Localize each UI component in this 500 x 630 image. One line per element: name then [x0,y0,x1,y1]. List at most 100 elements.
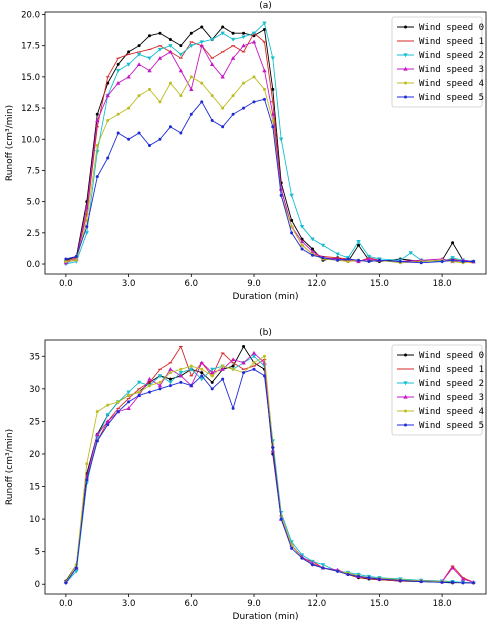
data-point [346,257,350,261]
data-point [200,81,204,85]
data-point [116,62,120,66]
y-tick-label: 5.0 [26,198,40,208]
data-point [231,94,235,98]
data-point [106,423,110,427]
y-axis-label: Runoff (cm³/min) [5,429,15,505]
data-point [189,44,194,48]
data-point [168,377,172,381]
y-tick-label: 0.0 [26,260,40,270]
y-tick-label: 35 [29,352,40,362]
series-line [65,22,474,265]
x-tick-label: 12.0 [307,279,326,289]
y-tick-label: 25 [29,417,40,427]
y-tick-label: 15.0 [21,73,40,83]
legend-label: Wind speed 5 [419,421,484,431]
data-point [137,393,141,397]
data-point [367,260,371,264]
data-point [189,87,194,91]
legend: Wind speed 0 Wind speed 1 Wind speed 2 Wind… [391,344,484,436]
data-point [290,231,294,235]
data-point [189,112,193,116]
data-point [105,93,110,98]
data-point [320,563,326,567]
data-point [310,249,315,254]
data-point [148,87,152,91]
data-point [116,400,120,404]
legend-label: Wind speed 2 [419,379,484,389]
data-point [262,374,266,378]
series-line [65,98,474,264]
data-point [199,40,204,45]
y-tick-label: 10 [29,515,40,525]
y-tick-label: 0 [35,580,40,590]
data-point [262,87,266,91]
data-point [220,31,225,36]
x-tick-label: 15.0 [370,279,389,289]
data-point [147,68,152,73]
data-point [137,94,141,98]
data-point [262,27,266,31]
data-point [199,377,204,382]
data-point [357,574,361,578]
legend-marker [404,95,407,99]
y-tick-label: 30 [29,385,40,395]
data-point [357,243,361,247]
data-point [199,43,204,48]
y-tick-label: 2.5 [26,229,40,239]
data-point [299,239,305,244]
data-point [279,193,283,197]
data-point [210,62,215,66]
data-point [290,225,294,229]
data-point [408,251,413,255]
data-point [210,94,214,98]
legend-label: Wind speed 3 [419,393,484,403]
data-point [230,357,236,362]
data-point [95,432,100,437]
legend-label: Wind speed 1 [419,37,484,47]
data-point [471,581,475,585]
data-point [126,74,131,79]
x-tick-label: 0.0 [59,599,73,609]
chart-panel-b: (b) 0.0 3.0 6.0 9.0 12.0 15.0 18.0 0 5 10 15 20 25 30 3… [5,328,487,622]
data-point [262,354,266,358]
data-point [178,370,184,375]
data-point [200,371,204,375]
data-point [221,125,225,129]
data-point [95,150,100,154]
legend-marker [404,423,407,427]
data-point [127,137,131,141]
legend-label: Wind speed 1 [419,365,484,375]
data-point [251,354,257,359]
data-point [242,81,246,85]
chart-title: (a) [259,1,272,11]
data-point [242,345,246,349]
data-point [168,49,173,54]
data-point [300,247,304,251]
x-axis-label: Duration (min) [233,612,299,622]
data-point [168,44,173,48]
data-point [310,237,315,242]
data-point [231,112,235,116]
data-point [105,413,110,418]
legend-marker [403,53,408,58]
data-point [210,387,214,391]
plot-frame [44,11,487,275]
data-point [148,384,152,388]
y-tick-label: 7.5 [26,166,40,176]
data-point [74,258,78,262]
data-point [95,118,100,123]
data-point [189,367,194,372]
y-axis-label: Runoff (cm³/min) [5,105,15,181]
data-point [127,400,131,404]
data-point [189,75,193,79]
data-point [74,255,78,259]
legend-marker [403,66,408,71]
data-point [84,231,90,236]
data-point [126,62,131,67]
data-point [230,37,236,42]
data-point [320,243,326,248]
data-point [168,367,173,371]
data-point [147,56,152,61]
x-tick-label: 3.0 [122,599,136,609]
